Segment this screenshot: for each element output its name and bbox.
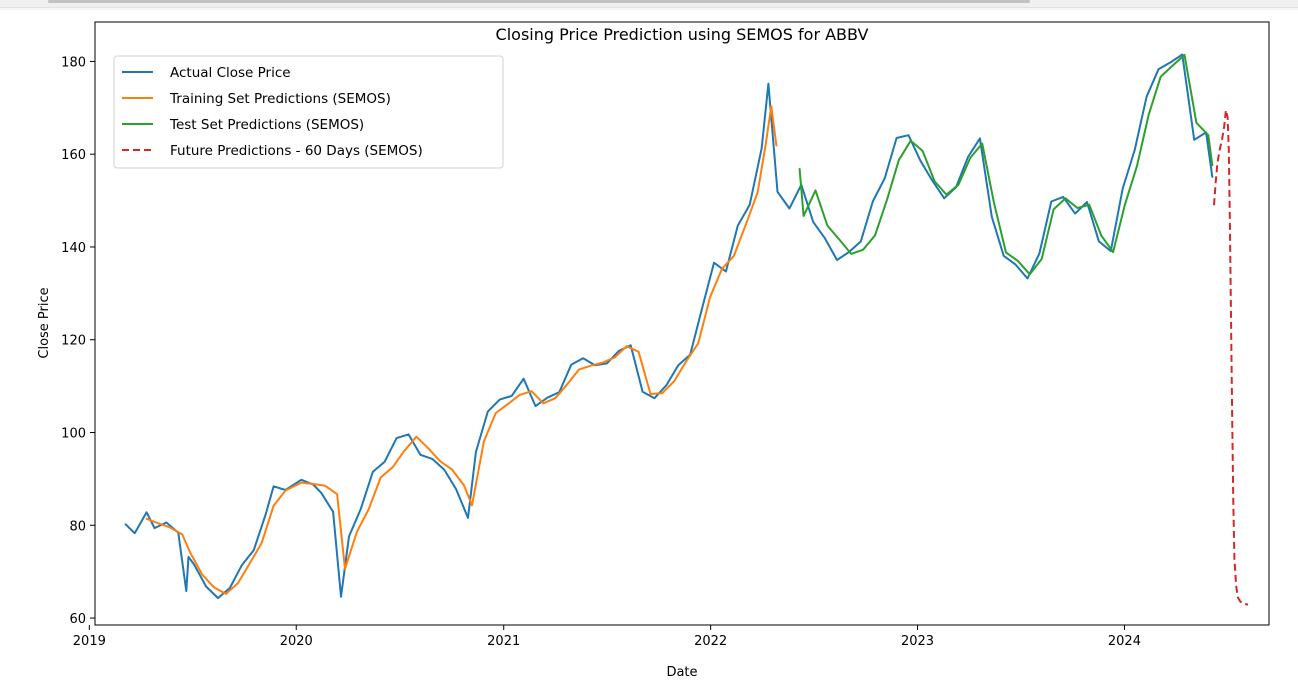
y-axis: 60 80 100 120 140 160 180 xyxy=(61,55,95,627)
x-tick-label: 2020 xyxy=(280,634,313,649)
legend-box xyxy=(113,55,504,169)
horizontal-scrollbar[interactable] xyxy=(0,0,1298,8)
y-tick-label: 60 xyxy=(69,612,86,627)
series-line-2 xyxy=(798,53,1214,276)
scrollbar-thumb[interactable] xyxy=(48,0,1030,3)
x-tick-label: 2022 xyxy=(694,634,727,649)
y-tick-label: 180 xyxy=(61,55,86,70)
x-tick-label: 2024 xyxy=(1108,634,1141,649)
y-tick-label: 120 xyxy=(61,334,86,349)
y-axis-title: Close Price xyxy=(37,287,52,358)
y-tick-label: 140 xyxy=(61,241,86,256)
legend: Actual Close Price Training Set Predictio… xyxy=(113,55,504,169)
x-tick-label: 2019 xyxy=(73,634,106,649)
x-tick-label: 2023 xyxy=(901,634,934,649)
x-axis-title: Date xyxy=(666,665,697,680)
x-tick-label: 2021 xyxy=(487,634,520,649)
y-tick-label: 160 xyxy=(61,148,86,163)
y-tick-label: 100 xyxy=(61,427,86,442)
chart-title: Closing Price Prediction using SEMOS for… xyxy=(496,25,869,44)
legend-label-2: Test Set Predictions (SEMOS) xyxy=(169,117,364,133)
legend-label-1: Training Set Predictions (SEMOS) xyxy=(169,91,391,107)
y-tick-label: 80 xyxy=(69,519,86,534)
x-axis: 2019 2020 2021 2022 2023 2024 xyxy=(73,625,1141,649)
legend-label-0: Actual Close Price xyxy=(170,65,291,81)
plot-lines xyxy=(124,53,1249,606)
plot-frame xyxy=(94,21,1270,626)
series-line-1 xyxy=(145,105,778,595)
series-line-3 xyxy=(1213,109,1249,606)
legend-label-3: Future Predictions - 60 Days (SEMOS) xyxy=(170,143,423,159)
